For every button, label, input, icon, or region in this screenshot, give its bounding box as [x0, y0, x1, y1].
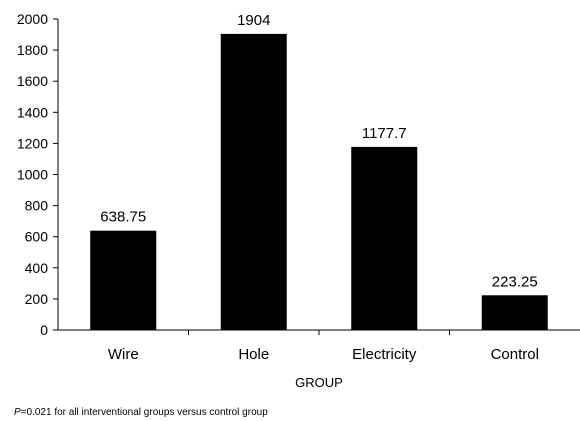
data-label-hole: 1904 — [237, 12, 270, 29]
y-tick-label: 400 — [25, 260, 49, 276]
data-label-control: 223.25 — [492, 273, 538, 290]
y-ticks: 0 200 400 600 800 1000 1200 1400 1600 1800 2000 — [17, 11, 58, 338]
category-label-electricity: Electricity — [352, 346, 417, 363]
y-tick-label: 1000 — [17, 167, 48, 183]
y-tick-label: 2000 — [17, 11, 48, 27]
data-label-wire: 638.75 — [100, 209, 146, 226]
y-tick-label: 0 — [40, 322, 48, 338]
bars — [90, 33, 548, 330]
y-tick-label: 800 — [25, 198, 49, 214]
data-labels: 638.75 1904 1177.7 223.25 — [100, 12, 537, 290]
footnote-text: =0.021 for all interventional groups ver… — [20, 407, 268, 418]
category-label-wire: Wire — [108, 346, 139, 363]
footnote-p-symbol: P — [14, 407, 21, 418]
footnote: P=0.021 for all interventional groups ve… — [14, 407, 268, 418]
category-label-hole: Hole — [238, 346, 269, 363]
data-label-electricity: 1177.7 — [362, 125, 407, 142]
bar-electricity — [351, 146, 418, 330]
x-ticks — [188, 330, 450, 335]
category-label-control: Control — [491, 346, 539, 363]
bar-hole — [220, 33, 287, 330]
y-tick-label: 1600 — [17, 73, 48, 89]
y-tick-label: 1400 — [17, 104, 48, 120]
x-axis-title: GROUP — [295, 375, 343, 390]
y-tick-label: 600 — [25, 229, 49, 245]
y-tick-label: 1200 — [17, 135, 48, 151]
y-tick-label: 1800 — [17, 42, 48, 58]
y-tick-label: 200 — [25, 291, 49, 307]
category-labels: Wire Hole Electricity Control — [108, 346, 539, 363]
bar-control — [481, 295, 548, 330]
bar-wire — [90, 230, 157, 330]
